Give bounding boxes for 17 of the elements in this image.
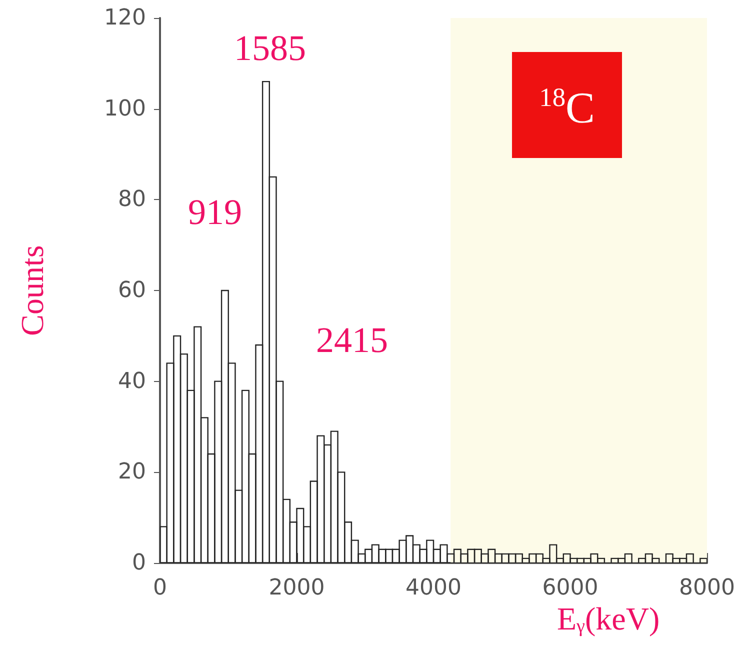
annotation: 1585 — [234, 28, 306, 68]
x-tick-label: 8000 — [679, 576, 735, 600]
x-axis-title: Eγ(keV) — [557, 600, 660, 637]
y-tick-label: 20 — [118, 460, 146, 485]
y-tick-label: 100 — [104, 96, 146, 122]
y-tick-label: 120 — [104, 6, 146, 30]
x-tick-label: 6000 — [542, 576, 598, 600]
y-tick-label: 60 — [118, 278, 146, 303]
x-tick-label: 0 — [153, 576, 167, 600]
y-tick-label: 40 — [118, 368, 146, 394]
x-tick-label: 2000 — [268, 576, 325, 600]
x-tick-label: 4000 — [406, 576, 462, 600]
annotation: 919 — [188, 192, 242, 232]
y-tick-label: 80 — [118, 187, 146, 212]
annotation: 2415 — [316, 320, 388, 360]
y-axis-title: Counts — [14, 245, 50, 336]
y-tick-label: 0 — [132, 550, 146, 576]
